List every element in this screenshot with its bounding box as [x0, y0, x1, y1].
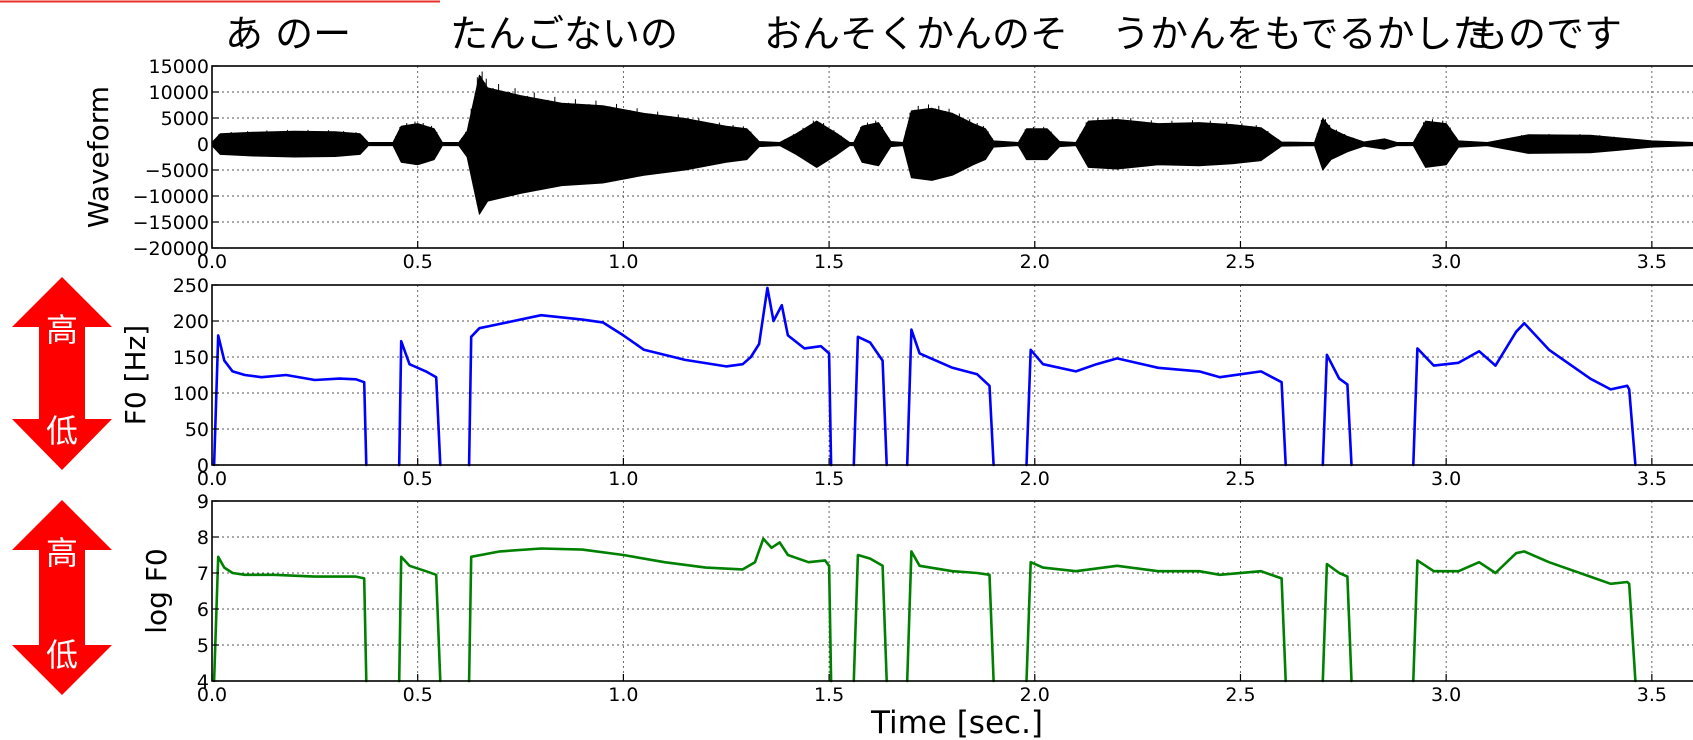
y-tick-label: 0 — [197, 134, 209, 156]
y-tick-label: 5000 — [161, 108, 209, 130]
x-tick-label: 2.0 — [1020, 251, 1050, 273]
y-tick-label: 100 — [173, 383, 209, 405]
series-line-segment — [397, 339, 442, 467]
y-tick-label: −5000 — [145, 160, 209, 182]
x-tick-label: 2.5 — [1225, 684, 1255, 706]
transcript-phrase: ものです — [1470, 12, 1622, 56]
double-arrow-icon — [12, 500, 112, 695]
double-arrow-icon — [12, 277, 112, 470]
y-tick-label: 0 — [197, 455, 209, 477]
axes-frame — [211, 500, 1693, 682]
series-line-segment — [1025, 348, 1287, 467]
series-line-segment — [1412, 321, 1637, 467]
x-tick-label: 3.0 — [1431, 251, 1461, 273]
transcript-phrase: あ のー — [225, 12, 351, 56]
high-label: 高 — [46, 311, 78, 349]
y-tick-label: 5 — [197, 635, 209, 657]
series-line-segment — [1412, 550, 1637, 683]
low-label: 低 — [46, 636, 78, 674]
x-tick-label: 3.5 — [1637, 684, 1667, 706]
series-line-segment — [1321, 353, 1353, 467]
f0-panel: 0 50 100 150 200 250 0.0 0.5 1.0 1.5 2.0 2.5 3.0 3.5 F… — [119, 275, 1693, 490]
log-f0-panel: 4 5 6 7 8 9 0.0 0.5 1.0 1.5 2.0 2.5 3.0 3.5 log F0 Time… — [140, 491, 1693, 740]
pitch-indicator-f0: 高 低 — [12, 277, 112, 470]
x-tick-label: 0.0 — [197, 684, 227, 706]
transcript-phrase: たんごないの — [450, 12, 678, 56]
x-tick-label: 1.0 — [608, 468, 638, 490]
x-axis-label: Time [sec.] — [870, 705, 1043, 740]
y-axis-label: Waveform — [82, 86, 115, 228]
low-label: 低 — [46, 412, 78, 450]
x-tick-label: 2.5 — [1225, 251, 1255, 273]
transcript: あ のー たんごないの おんそくかんのそ うかんをもでるかした ものです — [225, 12, 1622, 56]
y-tick-label: 50 — [185, 419, 209, 441]
pitch-indicator-logf0: 高 低 — [12, 500, 112, 695]
x-tick-label: 1.0 — [608, 684, 638, 706]
waveform-panel: 150001000050000−5000−10000−15000−200000.… — [82, 56, 1693, 273]
series-line-segment — [212, 555, 368, 683]
series-line-segment — [1025, 560, 1287, 683]
y-tick-label: −10000 — [133, 186, 209, 208]
x-tick-label: 2.0 — [1020, 684, 1050, 706]
series-line-segment — [212, 334, 368, 467]
series-line-segment — [905, 328, 995, 467]
transcript-phrase: うかんをもでるかした — [1112, 12, 1490, 56]
x-tick-label: 3.5 — [1637, 468, 1667, 490]
x-tick-label: 2.5 — [1225, 468, 1255, 490]
y-tick-label: 7 — [197, 563, 209, 585]
y-tick-label: 200 — [173, 311, 209, 333]
x-tick-label: 0.0 — [197, 251, 227, 273]
y-tick-label: 6 — [197, 599, 209, 621]
y-axis-label: log F0 — [140, 548, 173, 634]
x-tick-label: 3.5 — [1637, 251, 1667, 273]
x-tick-label: 0.5 — [403, 251, 433, 273]
series-line-segment — [467, 537, 833, 683]
x-tick-label: 3.0 — [1431, 684, 1461, 706]
x-tick-label: 1.5 — [814, 684, 844, 706]
y-tick-label: 8 — [197, 527, 209, 549]
series-line-segment — [1321, 562, 1353, 683]
transcript-phrase: おんそくかんのそ — [764, 12, 1068, 56]
x-tick-label: 0.5 — [403, 684, 433, 706]
x-tick-label: 1.5 — [814, 468, 844, 490]
y-tick-label: 4 — [197, 671, 209, 693]
y-tick-label: 10000 — [149, 82, 209, 104]
x-tick-label: 1.0 — [608, 251, 638, 273]
y-tick-label: 9 — [197, 491, 209, 513]
high-label: 高 — [46, 534, 78, 572]
axes-frame — [211, 65, 1693, 249]
x-tick-label: 2.0 — [1020, 468, 1050, 490]
axes-frame — [211, 284, 1693, 466]
series-line-segment — [397, 555, 442, 683]
y-tick-label: −15000 — [133, 212, 209, 234]
series-line-segment — [905, 550, 995, 683]
series-line-segment — [852, 335, 888, 467]
x-tick-label: 3.0 — [1431, 468, 1461, 490]
y-tick-label: 150 — [173, 347, 209, 369]
x-tick-label: 0.5 — [403, 468, 433, 490]
y-tick-label: −20000 — [133, 238, 209, 260]
series-line-segment — [852, 553, 888, 683]
x-tick-label: 0.0 — [197, 468, 227, 490]
x-tick-label: 1.5 — [814, 251, 844, 273]
series-line-segment — [467, 286, 833, 467]
y-axis-label: F0 [Hz] — [119, 325, 152, 425]
y-tick-label: 250 — [173, 275, 209, 297]
y-tick-label: 15000 — [149, 56, 209, 78]
